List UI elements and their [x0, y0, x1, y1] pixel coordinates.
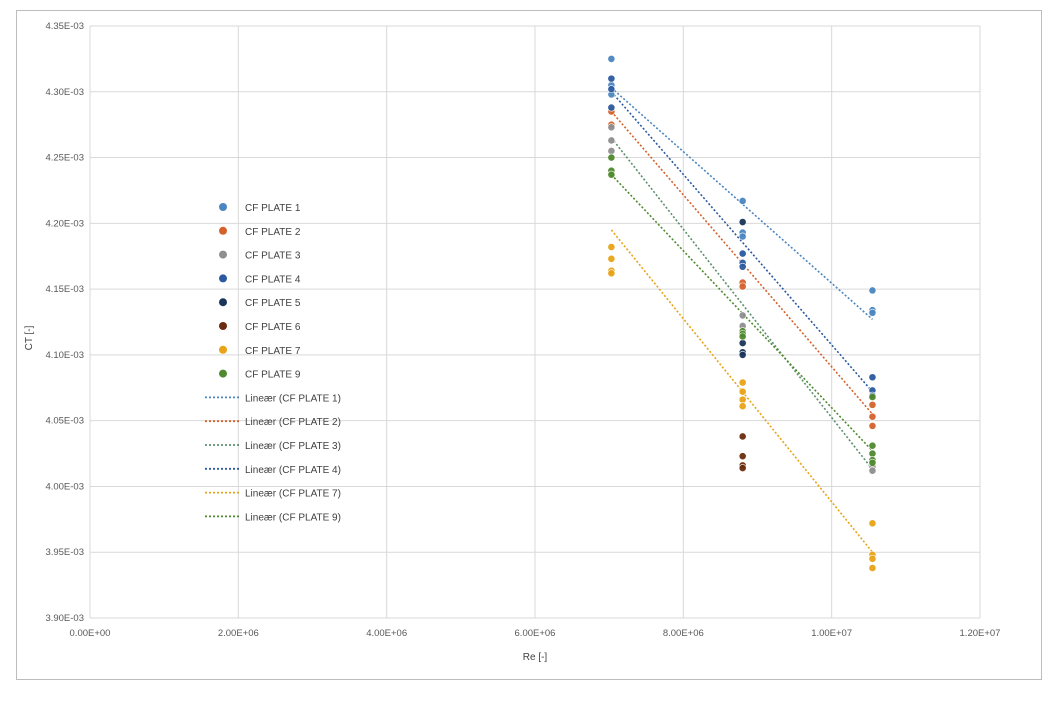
legend-label: Lineær (CF PLATE 9)	[245, 512, 341, 523]
data-point	[868, 449, 877, 458]
data-point	[607, 136, 616, 145]
data-point	[868, 519, 877, 528]
data-point	[868, 412, 877, 421]
data-point	[738, 197, 747, 205]
trendline	[610, 229, 874, 553]
x-tick-labels: 0.00E+00 2.00E+06 4.00E+06 6.00E+06 8.00E+06…	[70, 628, 1001, 639]
legend-label: CF PLATE 3	[245, 251, 301, 262]
legend-label: CF PLATE 6	[245, 322, 301, 333]
y-tick-label: 3.95E-03	[45, 547, 84, 558]
legend: CF PLATE 1 CF PLATE 2 CF PLATE 3 CF PLATE 4…	[205, 203, 341, 523]
y-tick-label: 4.35E-03	[45, 21, 84, 32]
x-tick-label: 8.00E+06	[663, 628, 704, 639]
data-point	[607, 54, 616, 63]
grid-lines	[89, 25, 981, 619]
trendline	[610, 110, 874, 415]
data-point	[738, 387, 747, 396]
data-point	[738, 339, 747, 347]
legend-label: Lineær (CF PLATE 4)	[245, 465, 341, 476]
data-points	[607, 54, 877, 572]
data-point	[738, 402, 747, 411]
legend-label: CF PLATE 5	[245, 298, 301, 309]
data-point	[738, 282, 747, 291]
legend-label: CF PLATE 2	[245, 227, 301, 238]
x-tick-label: 1.20E+07	[960, 628, 1001, 639]
y-tick-label: 4.20E-03	[45, 218, 84, 229]
data-point	[738, 395, 747, 404]
legend-marker	[219, 298, 227, 307]
legend-label: Lineær (CF PLATE 7)	[245, 489, 341, 500]
data-point	[607, 85, 616, 94]
data-point	[738, 464, 747, 472]
trendlines	[610, 87, 874, 553]
data-point	[868, 373, 877, 382]
data-point	[868, 393, 877, 401]
data-point	[607, 103, 616, 112]
data-point	[868, 286, 877, 295]
data-point	[738, 350, 747, 359]
data-point	[738, 452, 747, 461]
y-tick-label: 4.10E-03	[45, 350, 84, 361]
data-point	[738, 218, 747, 226]
legend-label: CF PLATE 1	[245, 203, 301, 214]
data-point	[738, 262, 747, 271]
legend-label: Lineær (CF PLATE 2)	[245, 417, 341, 428]
x-tick-label: 4.00E+06	[366, 628, 407, 639]
y-tick-labels: 3.90E-03 3.95E-03 4.00E-03 4.05E-03 4.10E-03…	[45, 21, 84, 624]
y-tick-label: 3.90E-03	[45, 613, 84, 624]
data-point	[607, 170, 616, 179]
data-point	[738, 378, 747, 387]
legend-marker	[219, 226, 227, 235]
data-point	[868, 441, 877, 450]
legend-label: Lineær (CF PLATE 1)	[245, 393, 341, 404]
trendline	[610, 174, 874, 452]
x-tick-label: 6.00E+06	[515, 628, 556, 639]
legend-label: Lineær (CF PLATE 3)	[245, 441, 341, 452]
data-point	[868, 564, 877, 572]
y-tick-label: 4.05E-03	[45, 416, 84, 427]
data-point	[607, 123, 616, 132]
data-point	[868, 458, 877, 467]
data-point	[738, 311, 747, 320]
x-axis-title: Re [-]	[523, 652, 548, 663]
data-point	[607, 74, 616, 83]
legend-label: CF PLATE 9	[245, 370, 301, 381]
data-point	[738, 232, 747, 241]
data-point	[868, 422, 877, 430]
data-point	[738, 249, 747, 258]
legend-label: CF PLATE 4	[245, 274, 301, 285]
data-point	[607, 153, 616, 162]
x-tick-label: 2.00E+06	[218, 628, 259, 639]
data-point	[868, 400, 877, 409]
trendline	[610, 137, 874, 470]
data-point	[868, 466, 877, 475]
y-axis-title: CT [-]	[24, 325, 35, 350]
x-tick-label: 1.00E+07	[811, 628, 852, 639]
data-point	[738, 332, 747, 341]
data-point	[607, 147, 616, 155]
data-point	[607, 269, 616, 278]
y-tick-label: 4.00E-03	[45, 481, 84, 492]
legend-marker	[219, 369, 227, 378]
y-tick-label: 4.15E-03	[45, 284, 84, 295]
legend-marker	[219, 203, 227, 211]
data-point	[868, 308, 877, 317]
data-point	[868, 554, 877, 563]
legend-marker	[219, 274, 227, 283]
legend-marker	[219, 250, 227, 259]
y-tick-label: 4.30E-03	[45, 87, 84, 98]
data-point	[607, 254, 616, 263]
data-point	[607, 243, 616, 251]
legend-label: CF PLATE 7	[245, 346, 301, 357]
legend-marker	[219, 345, 227, 354]
legend-marker	[219, 322, 227, 330]
x-tick-label: 0.00E+00	[70, 628, 111, 639]
data-point	[738, 432, 747, 441]
y-tick-label: 4.25E-03	[45, 153, 84, 164]
